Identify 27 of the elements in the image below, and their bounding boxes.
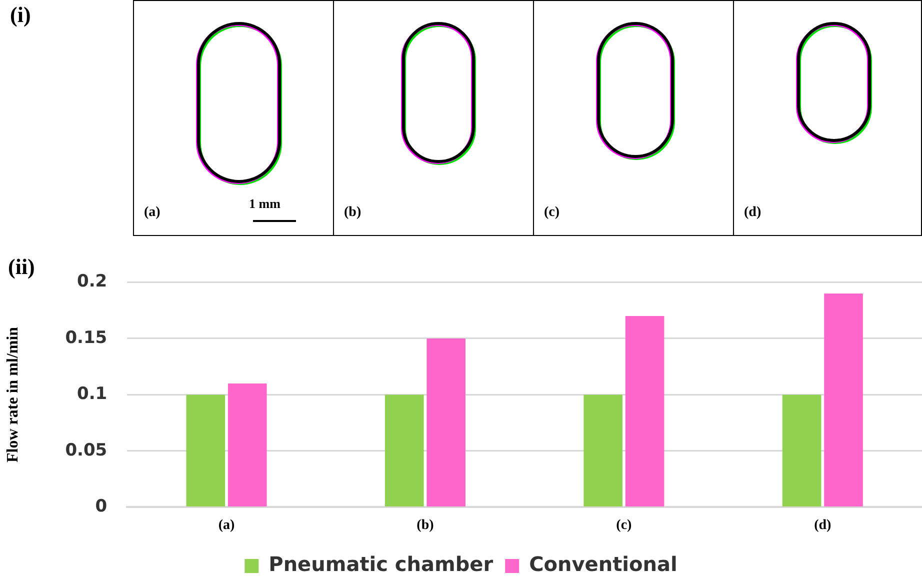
text: (a): [144, 205, 160, 221]
text: (ii): [8, 254, 35, 280]
bar: [384, 394, 424, 506]
bar: [228, 383, 267, 506]
legend-label: Conventional: [529, 552, 678, 576]
text: (c): [544, 205, 560, 221]
y-tick-label: 0: [95, 496, 108, 517]
x-tick-label: (d): [814, 518, 832, 534]
y-tick-label: 0.15: [65, 328, 108, 348]
y-tick-label: 0.1: [77, 384, 108, 404]
bar: [186, 394, 226, 506]
y-tick-label: 0.2: [77, 272, 108, 292]
text: (d): [744, 205, 762, 221]
text: 1 mm: [249, 196, 280, 212]
legend-label: Pneumatic chamber: [268, 552, 494, 576]
text: (b): [344, 205, 362, 221]
bar: [824, 293, 863, 506]
bar: [426, 338, 466, 506]
x-tick-label: (c): [616, 518, 632, 534]
y-tick-label: 0.05: [65, 440, 108, 460]
bar: [584, 394, 622, 506]
y-axis-title: Flow rate in ml/min: [4, 326, 22, 462]
bar: [782, 394, 822, 506]
x-tick-label: (a): [218, 518, 235, 534]
bar: [625, 316, 664, 506]
x-tick-label: (b): [416, 518, 434, 534]
text: (i): [10, 2, 31, 28]
